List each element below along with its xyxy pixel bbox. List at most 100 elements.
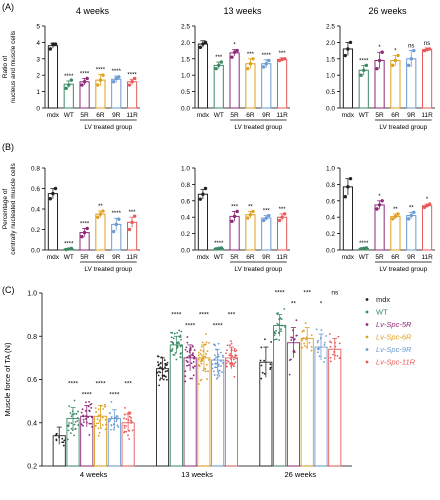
data-point [66, 438, 69, 441]
data-point [90, 422, 92, 425]
data-point [260, 377, 263, 380]
data-point [200, 359, 203, 362]
significance-label: *** [303, 290, 311, 297]
bar-mdx [47, 45, 59, 109]
data-point [296, 334, 298, 337]
data-point [233, 362, 236, 365]
data-point [184, 348, 187, 351]
bar-11R [421, 49, 433, 109]
bar-6R [245, 63, 256, 109]
data-point [270, 341, 273, 343]
data-point [284, 325, 286, 328]
bar-6R [390, 215, 401, 251]
x-tick-label: 6R [391, 254, 400, 261]
data-point [219, 60, 224, 64]
data-point [301, 338, 304, 341]
significance-label: ns [331, 290, 339, 297]
panel-1: 13 weeks 0.0 0.5 1.0 1.5 2.0 2.5 mdx *** WT * 5R ***… [181, 6, 290, 131]
data-point [234, 361, 237, 364]
data-point [127, 434, 129, 437]
group-label: LV treated group [379, 266, 427, 273]
data-point [269, 366, 272, 369]
data-point [362, 68, 366, 72]
data-point [235, 48, 239, 53]
data-point [90, 402, 93, 405]
significance-label: **** [82, 391, 93, 398]
data-point [318, 355, 321, 358]
data-point [225, 362, 228, 365]
data-point [231, 355, 234, 357]
data-point [159, 378, 161, 381]
data-point [125, 418, 128, 420]
data-point [184, 370, 187, 373]
data-point [186, 350, 189, 353]
data-point [269, 368, 272, 371]
data-point [362, 246, 366, 251]
y-tick-label: 0.2 [31, 227, 40, 234]
data-point [233, 347, 236, 350]
data-point [219, 351, 222, 354]
data-point [163, 375, 166, 377]
significance-label: *** [215, 55, 223, 61]
x-tick-label: 5R [230, 254, 239, 261]
data-point [264, 216, 268, 220]
data-point [317, 347, 320, 350]
significance-label: **** [359, 58, 369, 64]
bar-mdx-26 weeks [259, 361, 273, 467]
data-point [316, 341, 319, 344]
data-point [82, 414, 85, 417]
x-tick-label: mdx [342, 112, 355, 119]
data-point [55, 438, 58, 441]
x-tick-label: 11R [276, 112, 288, 119]
bar-WT-13 weeks [169, 344, 183, 467]
data-point [131, 429, 134, 432]
data-point [216, 376, 219, 379]
data-point [104, 428, 107, 431]
data-point [97, 434, 100, 437]
panel-4: 0.0 0.2 0.4 0.6 0.8 1.0 mdx **** WT *** 5R ** 6R *** 9… [181, 166, 290, 273]
data-point [62, 444, 65, 447]
y-tick-label: 0.6 [181, 198, 190, 205]
data-point [232, 358, 235, 361]
data-point [94, 424, 97, 427]
significance-label: **** [64, 241, 74, 247]
data-point [112, 428, 115, 431]
data-point [293, 351, 296, 354]
data-point [201, 357, 204, 360]
data-point [77, 424, 80, 426]
data-point [359, 73, 363, 77]
data-point [304, 322, 307, 325]
data-point [230, 55, 234, 59]
significance-label: *** [124, 380, 132, 387]
data-point [178, 329, 181, 332]
data-point [264, 338, 266, 341]
data-point [124, 406, 126, 409]
x-tick-label: 6R [391, 112, 400, 119]
data-point [53, 42, 58, 46]
data-point [338, 342, 341, 345]
y-tick-label: 2 [36, 73, 40, 80]
data-point [193, 365, 196, 368]
data-point [180, 338, 182, 341]
data-point [117, 417, 120, 420]
data-point [364, 246, 369, 250]
data-point [128, 438, 130, 440]
group-label: LV treated group [234, 124, 282, 131]
data-point [186, 364, 188, 367]
data-point [201, 42, 205, 46]
data-point [220, 365, 222, 368]
significance-label: * [426, 197, 429, 203]
data-point [104, 403, 106, 406]
significance-label: **** [127, 72, 137, 78]
y-tick-label: 2.5 [326, 24, 335, 31]
data-point [88, 401, 90, 403]
data-point [76, 420, 79, 422]
y-tick-label: 0.2 [326, 231, 335, 238]
bar-5R [229, 52, 240, 109]
data-point [130, 220, 134, 225]
significance-label: ** [393, 207, 398, 213]
significance-label: **** [109, 391, 120, 398]
data-point [213, 343, 215, 346]
data-point [166, 370, 169, 372]
bar-5R [374, 204, 385, 251]
